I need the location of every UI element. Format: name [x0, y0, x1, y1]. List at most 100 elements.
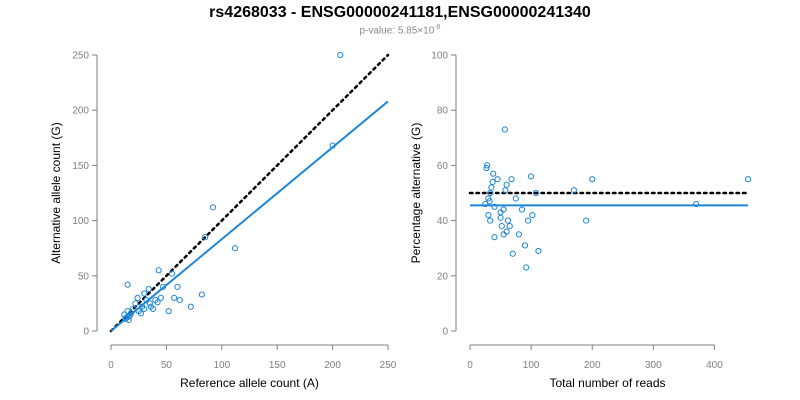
y-tick-label: 200: [72, 106, 89, 117]
data-point: [486, 198, 493, 205]
data-point: [483, 165, 490, 172]
data-point: [485, 211, 492, 219]
data-point: [532, 189, 540, 197]
data-point: [491, 234, 498, 241]
data-point: [125, 313, 132, 320]
data-point: [146, 300, 153, 307]
x-tick-label: 50: [161, 360, 173, 371]
data-point: [491, 203, 498, 210]
y-tick-label: 100: [72, 216, 89, 227]
data-point: [589, 176, 596, 183]
data-point: [490, 170, 497, 177]
x-tick-label: 200: [584, 360, 601, 371]
data-point: [134, 294, 141, 301]
data-point: [231, 245, 239, 252]
data-point: [337, 51, 344, 59]
x-tick-label: 0: [108, 360, 114, 371]
data-point: [503, 181, 510, 188]
pvalue-exponent: -8: [434, 24, 441, 31]
y-tick-label: 100: [431, 51, 448, 62]
data-point: [198, 291, 205, 298]
data-point: [523, 264, 530, 271]
data-point: [159, 283, 167, 290]
data-point: [494, 176, 501, 183]
y-tick-label: 0: [83, 327, 89, 338]
data-point: [209, 204, 217, 211]
data-point: [500, 206, 507, 213]
data-point: [171, 294, 178, 301]
y-tick-label: 50: [78, 271, 90, 282]
y-tick-label: 60: [437, 161, 449, 172]
data-point: [487, 189, 494, 197]
x-tick-label: 400: [706, 360, 723, 371]
x-tick-label: 250: [380, 360, 397, 371]
data-point: [744, 176, 752, 183]
data-point: [509, 250, 516, 257]
chart-title: rs4268033 - ENSG00000241181,ENSG00000241…: [209, 4, 591, 21]
x-tick-label: 300: [645, 360, 662, 371]
data-point: [518, 206, 526, 213]
reference-line: [109, 53, 390, 333]
y-tick-label: 150: [72, 161, 89, 172]
data-point: [145, 285, 152, 293]
data-point: [487, 217, 494, 224]
data-point: [693, 200, 700, 208]
data-point: [130, 305, 137, 313]
y-tick-label: 250: [72, 51, 89, 62]
y-tick-label: 0: [442, 327, 448, 338]
data-point: [504, 217, 511, 224]
data-point: [124, 281, 131, 288]
data-point: [202, 234, 209, 241]
chart-subtitle: p-value: 5.85×10-8: [0, 24, 800, 36]
data-point: [488, 184, 495, 191]
data-point: [498, 223, 505, 230]
data-point: [168, 270, 176, 277]
data-point: [535, 247, 542, 255]
data-point: [508, 176, 515, 183]
x-tick-label: 150: [269, 360, 286, 371]
data-point: [506, 223, 513, 230]
y-tick-label: 40: [437, 216, 449, 227]
data-point: [125, 316, 132, 324]
data-point: [501, 126, 508, 133]
data-point: [503, 228, 510, 235]
data-point: [154, 299, 161, 306]
data-point: [150, 305, 157, 313]
data-point: [570, 187, 577, 194]
data-point: [583, 217, 590, 224]
x-tick-label: 0: [467, 360, 473, 371]
x-tick-label: 100: [523, 360, 540, 371]
x-axis-title: Reference allele count (A): [180, 376, 319, 390]
y-axis-title: Percentage alternative (G): [409, 123, 423, 264]
data-point: [515, 231, 522, 238]
data-point: [489, 178, 496, 186]
y-tick-label: 20: [437, 271, 449, 282]
x-tick-label: 100: [213, 360, 230, 371]
data-point: [137, 310, 145, 317]
plot-percentage-alternative: 0 100 200 300 400 0 20 40 60 80 100 Total number of…: [409, 51, 752, 390]
data-point: [521, 242, 529, 249]
plot-allele-counts: 0 50 100 150 200 250 0 50 100 150 200 250 Reference …: [49, 51, 397, 391]
fit-line: [110, 100, 389, 332]
data-point: [141, 305, 148, 313]
pvalue-text: p-value: 5.85×10: [359, 25, 435, 37]
data-point: [512, 195, 519, 202]
data-point: [502, 187, 509, 194]
data-point: [157, 294, 164, 301]
data-point: [497, 214, 504, 221]
data-point: [165, 308, 172, 315]
data-point: [529, 211, 536, 219]
data-point: [524, 217, 532, 224]
data-point: [176, 296, 183, 304]
data-point: [132, 300, 139, 307]
x-axis-title: Total number of reads: [549, 376, 665, 390]
data-point: [329, 142, 336, 149]
data-point: [141, 290, 148, 297]
data-point: [482, 200, 489, 208]
data-point: [187, 303, 194, 310]
data-point: [484, 162, 491, 169]
y-axis-title: Alternative allele count (G): [49, 122, 63, 263]
data-point: [174, 283, 181, 290]
data-point: [143, 296, 150, 304]
y-tick-label: 80: [437, 106, 449, 117]
